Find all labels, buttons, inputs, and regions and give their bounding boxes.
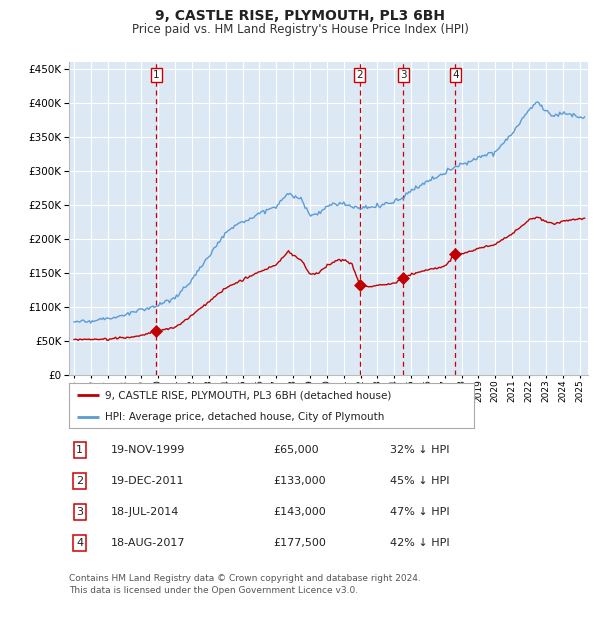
Text: 9, CASTLE RISE, PLYMOUTH, PL3 6BH (detached house): 9, CASTLE RISE, PLYMOUTH, PL3 6BH (detac… [106, 390, 392, 401]
Text: This data is licensed under the Open Government Licence v3.0.: This data is licensed under the Open Gov… [69, 586, 358, 595]
Text: 2: 2 [76, 476, 83, 486]
Text: £65,000: £65,000 [273, 445, 319, 455]
Text: 47% ↓ HPI: 47% ↓ HPI [390, 507, 449, 517]
Text: 4: 4 [76, 538, 83, 548]
Text: 18-JUL-2014: 18-JUL-2014 [111, 507, 179, 517]
Text: 3: 3 [76, 507, 83, 517]
Text: 19-DEC-2011: 19-DEC-2011 [111, 476, 185, 486]
Text: 2: 2 [356, 70, 363, 80]
Text: £133,000: £133,000 [273, 476, 326, 486]
Text: 45% ↓ HPI: 45% ↓ HPI [390, 476, 449, 486]
Text: 9, CASTLE RISE, PLYMOUTH, PL3 6BH: 9, CASTLE RISE, PLYMOUTH, PL3 6BH [155, 9, 445, 24]
Text: 1: 1 [153, 70, 160, 80]
Text: 32% ↓ HPI: 32% ↓ HPI [390, 445, 449, 455]
Text: Contains HM Land Registry data © Crown copyright and database right 2024.: Contains HM Land Registry data © Crown c… [69, 574, 421, 583]
Text: 19-NOV-1999: 19-NOV-1999 [111, 445, 185, 455]
Text: HPI: Average price, detached house, City of Plymouth: HPI: Average price, detached house, City… [106, 412, 385, 422]
Text: 4: 4 [452, 70, 458, 80]
Text: 42% ↓ HPI: 42% ↓ HPI [390, 538, 449, 548]
Text: £177,500: £177,500 [273, 538, 326, 548]
Text: 1: 1 [76, 445, 83, 455]
Text: £143,000: £143,000 [273, 507, 326, 517]
Text: 3: 3 [400, 70, 407, 80]
Text: 18-AUG-2017: 18-AUG-2017 [111, 538, 185, 548]
Text: Price paid vs. HM Land Registry's House Price Index (HPI): Price paid vs. HM Land Registry's House … [131, 23, 469, 36]
